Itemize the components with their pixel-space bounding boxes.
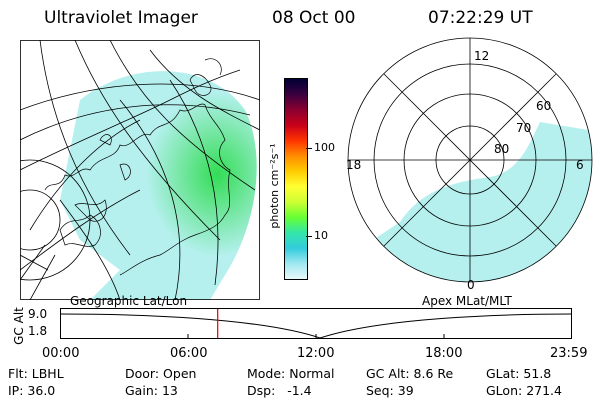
footer-flt: Flt: LBHL bbox=[8, 366, 64, 381]
coastlines bbox=[44, 58, 231, 276]
footer-ip: IP: 36.0 bbox=[8, 383, 56, 398]
footer-gain: Gain: 13 bbox=[125, 383, 178, 398]
x-tick-1800: 18:00 bbox=[425, 346, 463, 361]
footer-mode: Mode: Normal bbox=[247, 366, 335, 381]
footer-door: Door: Open bbox=[125, 366, 197, 381]
colorbar-tick-10: 10 bbox=[314, 229, 328, 242]
date-label: 08 Oct 00 bbox=[272, 8, 356, 28]
gc-alt-axis-label: GC Alt bbox=[12, 307, 26, 345]
colorbar-units: photon cm⁻²s⁻¹ bbox=[268, 143, 281, 229]
colorbar-tick-100: 100 bbox=[314, 141, 335, 154]
mlt-label-12: 12 bbox=[474, 49, 489, 63]
altitude-curve bbox=[60, 313, 572, 339]
timeline-plot bbox=[60, 308, 572, 339]
x-tick-1200: 12:00 bbox=[297, 346, 335, 361]
colorbar bbox=[284, 78, 308, 280]
x-tick-0600: 06:00 bbox=[170, 346, 208, 361]
footer-seq: Seq: 39 bbox=[366, 383, 414, 398]
mlt-label-18: 18 bbox=[346, 158, 361, 172]
polar-map: 12 18 6 0 60 70 80 bbox=[346, 37, 593, 292]
footer-gc-alt: GC Alt: 8.6 Re bbox=[366, 366, 454, 381]
time-label: 07:22:29 UT bbox=[428, 8, 533, 28]
mlt-label-0: 0 bbox=[467, 278, 475, 292]
apex-caption: Apex MLat/MLT bbox=[422, 294, 512, 308]
colorbar-tick-mark bbox=[306, 236, 312, 237]
x-tick-2359: 23:59 bbox=[550, 346, 588, 361]
y-tick-bottom: 1.8 bbox=[28, 324, 48, 338]
instrument-title: Ultraviolet Imager bbox=[44, 8, 198, 28]
lat-label-60: 60 bbox=[536, 99, 551, 113]
polar-grid bbox=[347, 37, 593, 283]
geographic-caption: Geographic Lat/Lon bbox=[70, 294, 188, 308]
colorbar-tick-mark bbox=[306, 148, 312, 149]
mlt-label-6: 6 bbox=[576, 158, 584, 172]
x-tick-0000: 00:00 bbox=[42, 346, 80, 361]
lat-label-80: 80 bbox=[494, 142, 509, 156]
footer-dsp: Dsp: -1.4 bbox=[247, 383, 312, 398]
geographic-map bbox=[20, 40, 260, 300]
footer-glat: GLat: 51.8 bbox=[486, 366, 552, 381]
lat-label-70: 70 bbox=[516, 121, 531, 135]
y-tick-top: 9.0 bbox=[28, 307, 48, 321]
footer-glon: GLon: 271.4 bbox=[486, 383, 562, 398]
